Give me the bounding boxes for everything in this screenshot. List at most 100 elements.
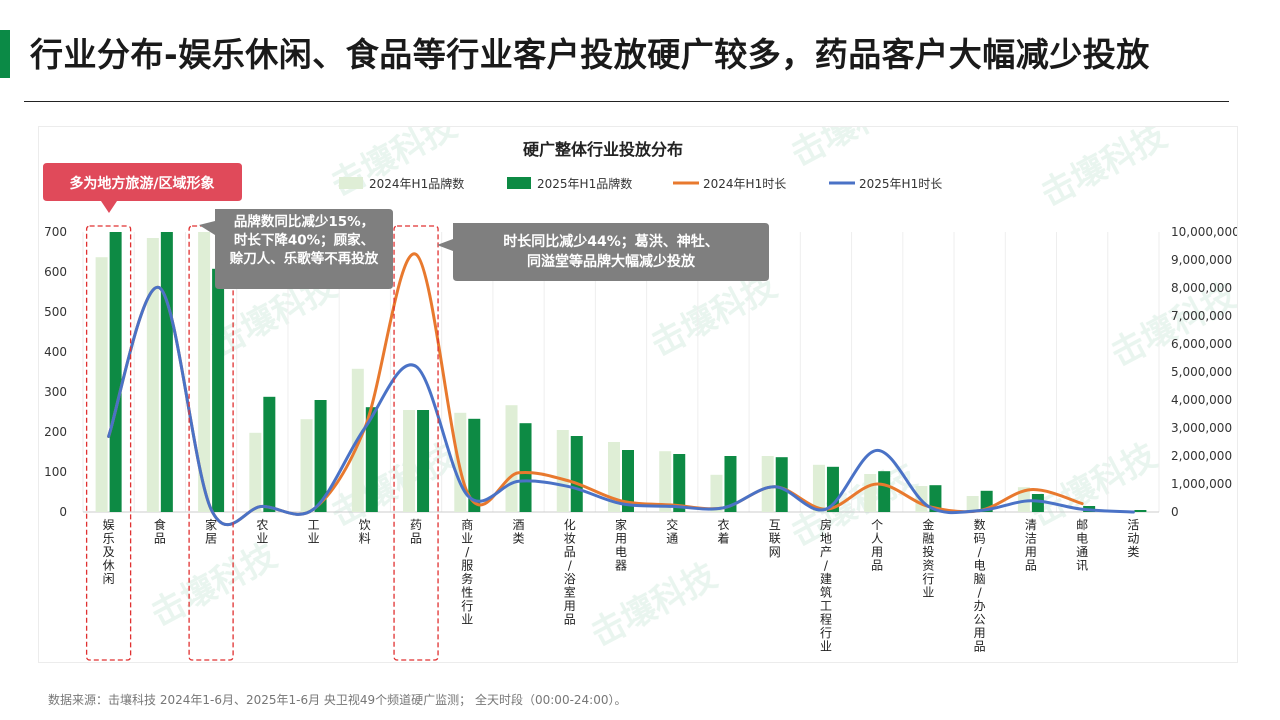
x-tick-label: /: [978, 545, 983, 559]
legend-label: 2025年H1时长: [859, 177, 942, 191]
x-tick-label: 用: [564, 599, 576, 613]
legend: 2024年H1品牌数 2025年H1品牌数 2024年H1时长 2025年H1时长: [339, 176, 942, 191]
x-tick-label: 休: [103, 559, 115, 573]
bar-2025: [775, 457, 788, 512]
x-tick-label: 数: [974, 517, 986, 532]
x-tick-label: 交: [666, 517, 678, 532]
x-tick-label: 娱: [103, 518, 115, 532]
x-tick-label: 工: [820, 599, 832, 613]
highlight-box: [393, 225, 439, 661]
x-tick-label: 动: [1127, 532, 1139, 546]
x-tick-label: 浴: [564, 572, 576, 586]
x-tick-label: 品: [410, 532, 422, 546]
bar-2024: [249, 432, 262, 512]
bar-2024: [556, 430, 569, 512]
x-tick-label: 金: [922, 517, 934, 532]
x-tick-label: 用: [871, 545, 883, 559]
x-axis-labels: 娱乐及休闲食品家居农业工业饮料药品商业/服务性行业酒类化妆品/浴室用品家用电器交…: [103, 517, 1140, 654]
y-left-tick-label: 100: [44, 465, 67, 479]
bar-2025: [673, 454, 686, 512]
x-tick-label: 药: [410, 518, 422, 532]
x-tick-label: 类: [1127, 545, 1139, 559]
watermark-text: 击壤科技: [784, 127, 923, 175]
bar-series: [95, 232, 1147, 512]
x-tick-label: 品: [974, 640, 986, 654]
x-tick-label: 及: [103, 545, 115, 559]
bar-2025: [314, 400, 327, 512]
bar-2025: [1031, 494, 1044, 512]
y-left-tick-label: 600: [44, 265, 67, 279]
x-tick-label: 业: [820, 640, 832, 654]
x-tick-label: 讯: [1076, 559, 1088, 573]
y-left-tick-label: 0: [59, 505, 67, 519]
x-tick-label: 联: [769, 532, 781, 546]
x-tick-label: 活: [1127, 518, 1139, 532]
x-tick-label: 建: [820, 572, 832, 586]
x-tick-label: 脑: [974, 572, 986, 586]
x-tick-label: 通: [666, 532, 678, 546]
y-right-tick-label: 1,000,000: [1171, 477, 1232, 491]
y-right-tick-label: 4,000,000: [1171, 393, 1232, 407]
y-right-tick-label: 7,000,000: [1171, 309, 1232, 323]
bar-2025: [878, 471, 891, 512]
x-tick-label: 工: [308, 518, 320, 532]
x-tick-label: 投: [922, 544, 934, 559]
x-tick-label: 融: [922, 532, 934, 546]
chart-panel: 击壤科技 击壤科技 击壤科技 击壤科技 击壤科技 击壤科技 击壤科技 击壤科技 击壤科技 击壤科技…: [38, 126, 1238, 663]
callout-grey-box: [199, 209, 393, 289]
x-tick-label: 行: [820, 626, 832, 640]
bar-2024: [198, 232, 211, 512]
bar-2024: [659, 451, 672, 512]
x-tick-label: 行: [922, 572, 934, 586]
x-tick-label: 化: [564, 518, 576, 532]
x-tick-label: 业: [256, 532, 268, 546]
x-tick-label: 个: [871, 518, 883, 532]
bar-2025: [160, 232, 173, 512]
x-tick-label: 用: [974, 626, 986, 640]
y-left-tick-label: 400: [44, 345, 67, 359]
bar-2024: [812, 464, 825, 512]
x-tick-label: 清: [1025, 518, 1037, 532]
x-tick-label: /: [824, 559, 829, 573]
page-title: 行业分布-娱乐休闲、食品等行业客户投放硬广较多，药品客户大幅减少投放: [30, 35, 1150, 74]
callout-text: 多为地方旅游/区域形象: [69, 175, 214, 192]
bar-2025: [365, 407, 378, 512]
x-tick-label: 房: [820, 517, 832, 532]
legend-swatch: [339, 177, 363, 189]
bar-2025: [468, 418, 481, 512]
line-2025: [107, 286, 1135, 526]
x-tick-label: 酒: [513, 518, 525, 532]
x-tick-label: 洁: [1025, 532, 1037, 546]
x-tick-label: 人: [871, 532, 883, 546]
watermark-text: 击壤科技: [1024, 436, 1163, 535]
x-tick-label: 地: [820, 532, 832, 546]
x-tick-label: 品: [564, 545, 576, 559]
bar-2024: [454, 412, 467, 512]
bar-2025: [519, 423, 532, 512]
x-tick-label: 衣: [717, 517, 729, 532]
bar-2025: [622, 450, 634, 512]
legend-label: 2024年H1品牌数: [369, 176, 464, 191]
bar-2024: [864, 474, 877, 512]
x-tick-label: 办: [974, 598, 986, 613]
y-left-tick-label: 700: [44, 225, 67, 239]
callout-grey-box: [437, 223, 769, 281]
x-tick-label: 室: [564, 585, 576, 600]
bar-2025: [263, 396, 276, 512]
highlight-box: [85, 225, 132, 661]
bar-2024: [146, 238, 159, 512]
x-tick-label: /: [978, 586, 983, 600]
x-tick-label: /: [568, 559, 573, 573]
y-axis-right: 0 1,000,000 2,000,000 3,000,000 4,000,000 5,0…: [1171, 225, 1237, 519]
watermark-text: 击壤科技: [144, 536, 283, 635]
x-tick-label: 品: [871, 559, 883, 573]
callout-text: 品牌数同比减少15%，: [234, 213, 374, 230]
y-left-tick-label: 300: [44, 385, 67, 399]
callout-text: 同溢堂等品牌大幅减少投放: [527, 253, 696, 270]
chart-title: 硬广整体行业投放分布: [523, 140, 683, 159]
legend-label: 2024年H1时长: [703, 177, 786, 191]
y-left-tick-label: 200: [44, 425, 67, 439]
legend-swatch: [507, 177, 531, 189]
y-right-tick-label: 0: [1171, 505, 1179, 519]
